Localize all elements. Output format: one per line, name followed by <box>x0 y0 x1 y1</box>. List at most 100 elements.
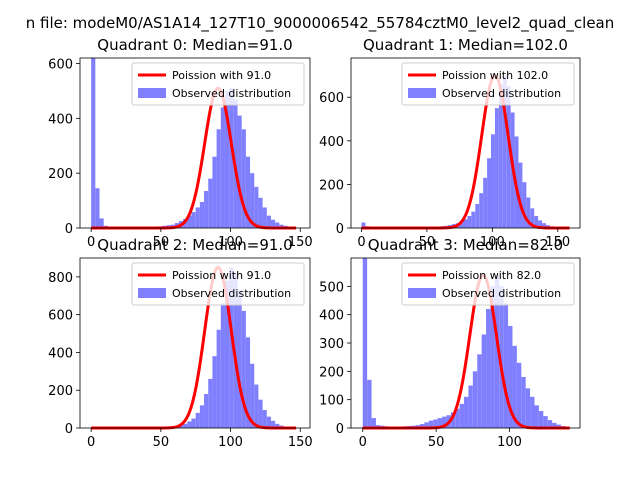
y-tick-label: 400 <box>48 112 73 127</box>
y-tick-label: 200 <box>319 178 344 193</box>
hist-bar <box>538 220 543 228</box>
legend-bar-swatch <box>138 88 166 98</box>
hist-bar <box>450 412 456 428</box>
legend-bar-label: Observed distribution <box>442 87 561 100</box>
hist-bar <box>490 286 495 428</box>
legend-box <box>131 262 305 306</box>
hist-bar <box>472 371 478 428</box>
hist-bar <box>216 129 221 228</box>
legend-bar-label: Observed distribution <box>172 87 291 100</box>
hist-bar <box>279 224 284 228</box>
subplot-quadrant-0: 0 50 100 150 0 200 400 600 Quadrant 0: Median=91… <box>48 36 312 250</box>
hist-bar <box>95 188 100 228</box>
hist-bar <box>195 207 200 228</box>
hist-bar <box>491 134 495 228</box>
legend-box <box>131 62 305 106</box>
legend-bar-swatch <box>408 88 436 98</box>
hist-bar <box>437 418 443 428</box>
hist-bar <box>262 410 267 428</box>
subplot-title: Quadrant 0: Median=91.0 <box>97 36 292 54</box>
hist-bar <box>512 345 517 428</box>
hist-bar <box>428 420 434 428</box>
subplot-title: Quadrant 3: Median=82.0 <box>368 236 563 254</box>
hist-bar <box>455 408 460 428</box>
hist-bar <box>208 378 213 428</box>
legend-bar-swatch <box>138 288 166 298</box>
hist-bar <box>362 258 368 428</box>
x-tick-label: 0 <box>87 235 95 250</box>
hist-bar <box>187 215 192 228</box>
subplot-quadrant-1: 0 50 100 150 0 200 400 600 Quadrant 1: Median=10… <box>319 36 581 250</box>
subplot-quadrant-2: 0 50 100 150 0 200 400 600 800 Quadrant 2: Median… <box>48 236 312 450</box>
hist-bar <box>224 280 230 428</box>
hist-bar <box>245 337 251 428</box>
x-tick-label: 50 <box>153 235 170 250</box>
legend-line-label: Poission with 102.0 <box>442 69 548 82</box>
legend: Poission with 82.0 Observed distribution <box>401 262 575 306</box>
figure-suptitle: n file: modeM0/AS1A14_127T10_9000006542_… <box>26 14 615 33</box>
x-tick-label: 50 <box>428 435 445 450</box>
hist-bar <box>266 215 271 228</box>
hist-bar <box>468 385 473 428</box>
hist-bar <box>481 334 487 428</box>
hist-bar <box>518 162 523 228</box>
hist-bar <box>199 201 205 228</box>
hist-bar <box>191 418 196 428</box>
poisson-line <box>91 86 297 230</box>
hist-bar <box>229 267 234 428</box>
hist-bar <box>212 356 217 428</box>
hist-bar <box>220 107 225 228</box>
x-tick-label: 100 <box>218 235 243 250</box>
hist-bar <box>262 207 267 228</box>
legend-line-label: Poission with 91.0 <box>172 269 271 282</box>
hist-bar <box>498 84 503 229</box>
y-tick-label: 500 <box>319 280 344 295</box>
hist-bar <box>245 156 251 228</box>
hist-bar <box>552 422 557 428</box>
y-tick-label: 200 <box>48 167 73 182</box>
y-tick-label: 200 <box>48 384 73 399</box>
subplot-title: Quadrant 1: Median=102.0 <box>363 36 568 54</box>
hist-bar <box>91 58 96 228</box>
hist-bar <box>254 186 259 228</box>
hist-bar <box>195 412 200 428</box>
hist-bar <box>183 423 188 428</box>
x-tick-label: 0 <box>87 435 95 450</box>
hist-bar <box>270 219 276 228</box>
hist-bar <box>526 197 531 228</box>
hist-bar <box>556 424 561 428</box>
y-tick-label: 400 <box>319 135 344 150</box>
y-tick-label: 0 <box>336 222 344 237</box>
y-tick-label: 300 <box>319 337 344 352</box>
hist-bar <box>212 156 217 228</box>
hist-bar <box>241 310 246 428</box>
hist-bar <box>275 423 280 428</box>
hist-bar <box>503 303 509 428</box>
hist-bar <box>187 421 192 428</box>
y-tick-label: 800 <box>48 271 73 286</box>
hist-bar <box>442 416 447 428</box>
hist-bar <box>477 354 482 428</box>
hist-bar <box>534 405 539 428</box>
x-tick-label: 0 <box>357 235 365 250</box>
hist-bar <box>220 303 225 428</box>
hist-bar <box>467 216 472 228</box>
hist-bar <box>258 399 263 428</box>
hist-bar <box>208 178 213 228</box>
hist-bar <box>464 396 469 428</box>
axes-frame <box>350 57 581 229</box>
legend-box <box>401 262 575 306</box>
y-tick-label: 400 <box>319 309 344 324</box>
hist-bar <box>237 115 242 228</box>
legend-box <box>401 62 575 106</box>
hist-bar <box>204 190 209 228</box>
hist-bar <box>542 223 546 228</box>
hist-bar <box>499 286 504 428</box>
hist-bar <box>475 204 480 228</box>
y-tick-label: 200 <box>319 365 344 380</box>
x-tick-label: 100 <box>218 435 243 450</box>
hist-bar <box>361 222 366 228</box>
hist-bar <box>419 424 425 428</box>
hist-bar <box>199 405 205 428</box>
